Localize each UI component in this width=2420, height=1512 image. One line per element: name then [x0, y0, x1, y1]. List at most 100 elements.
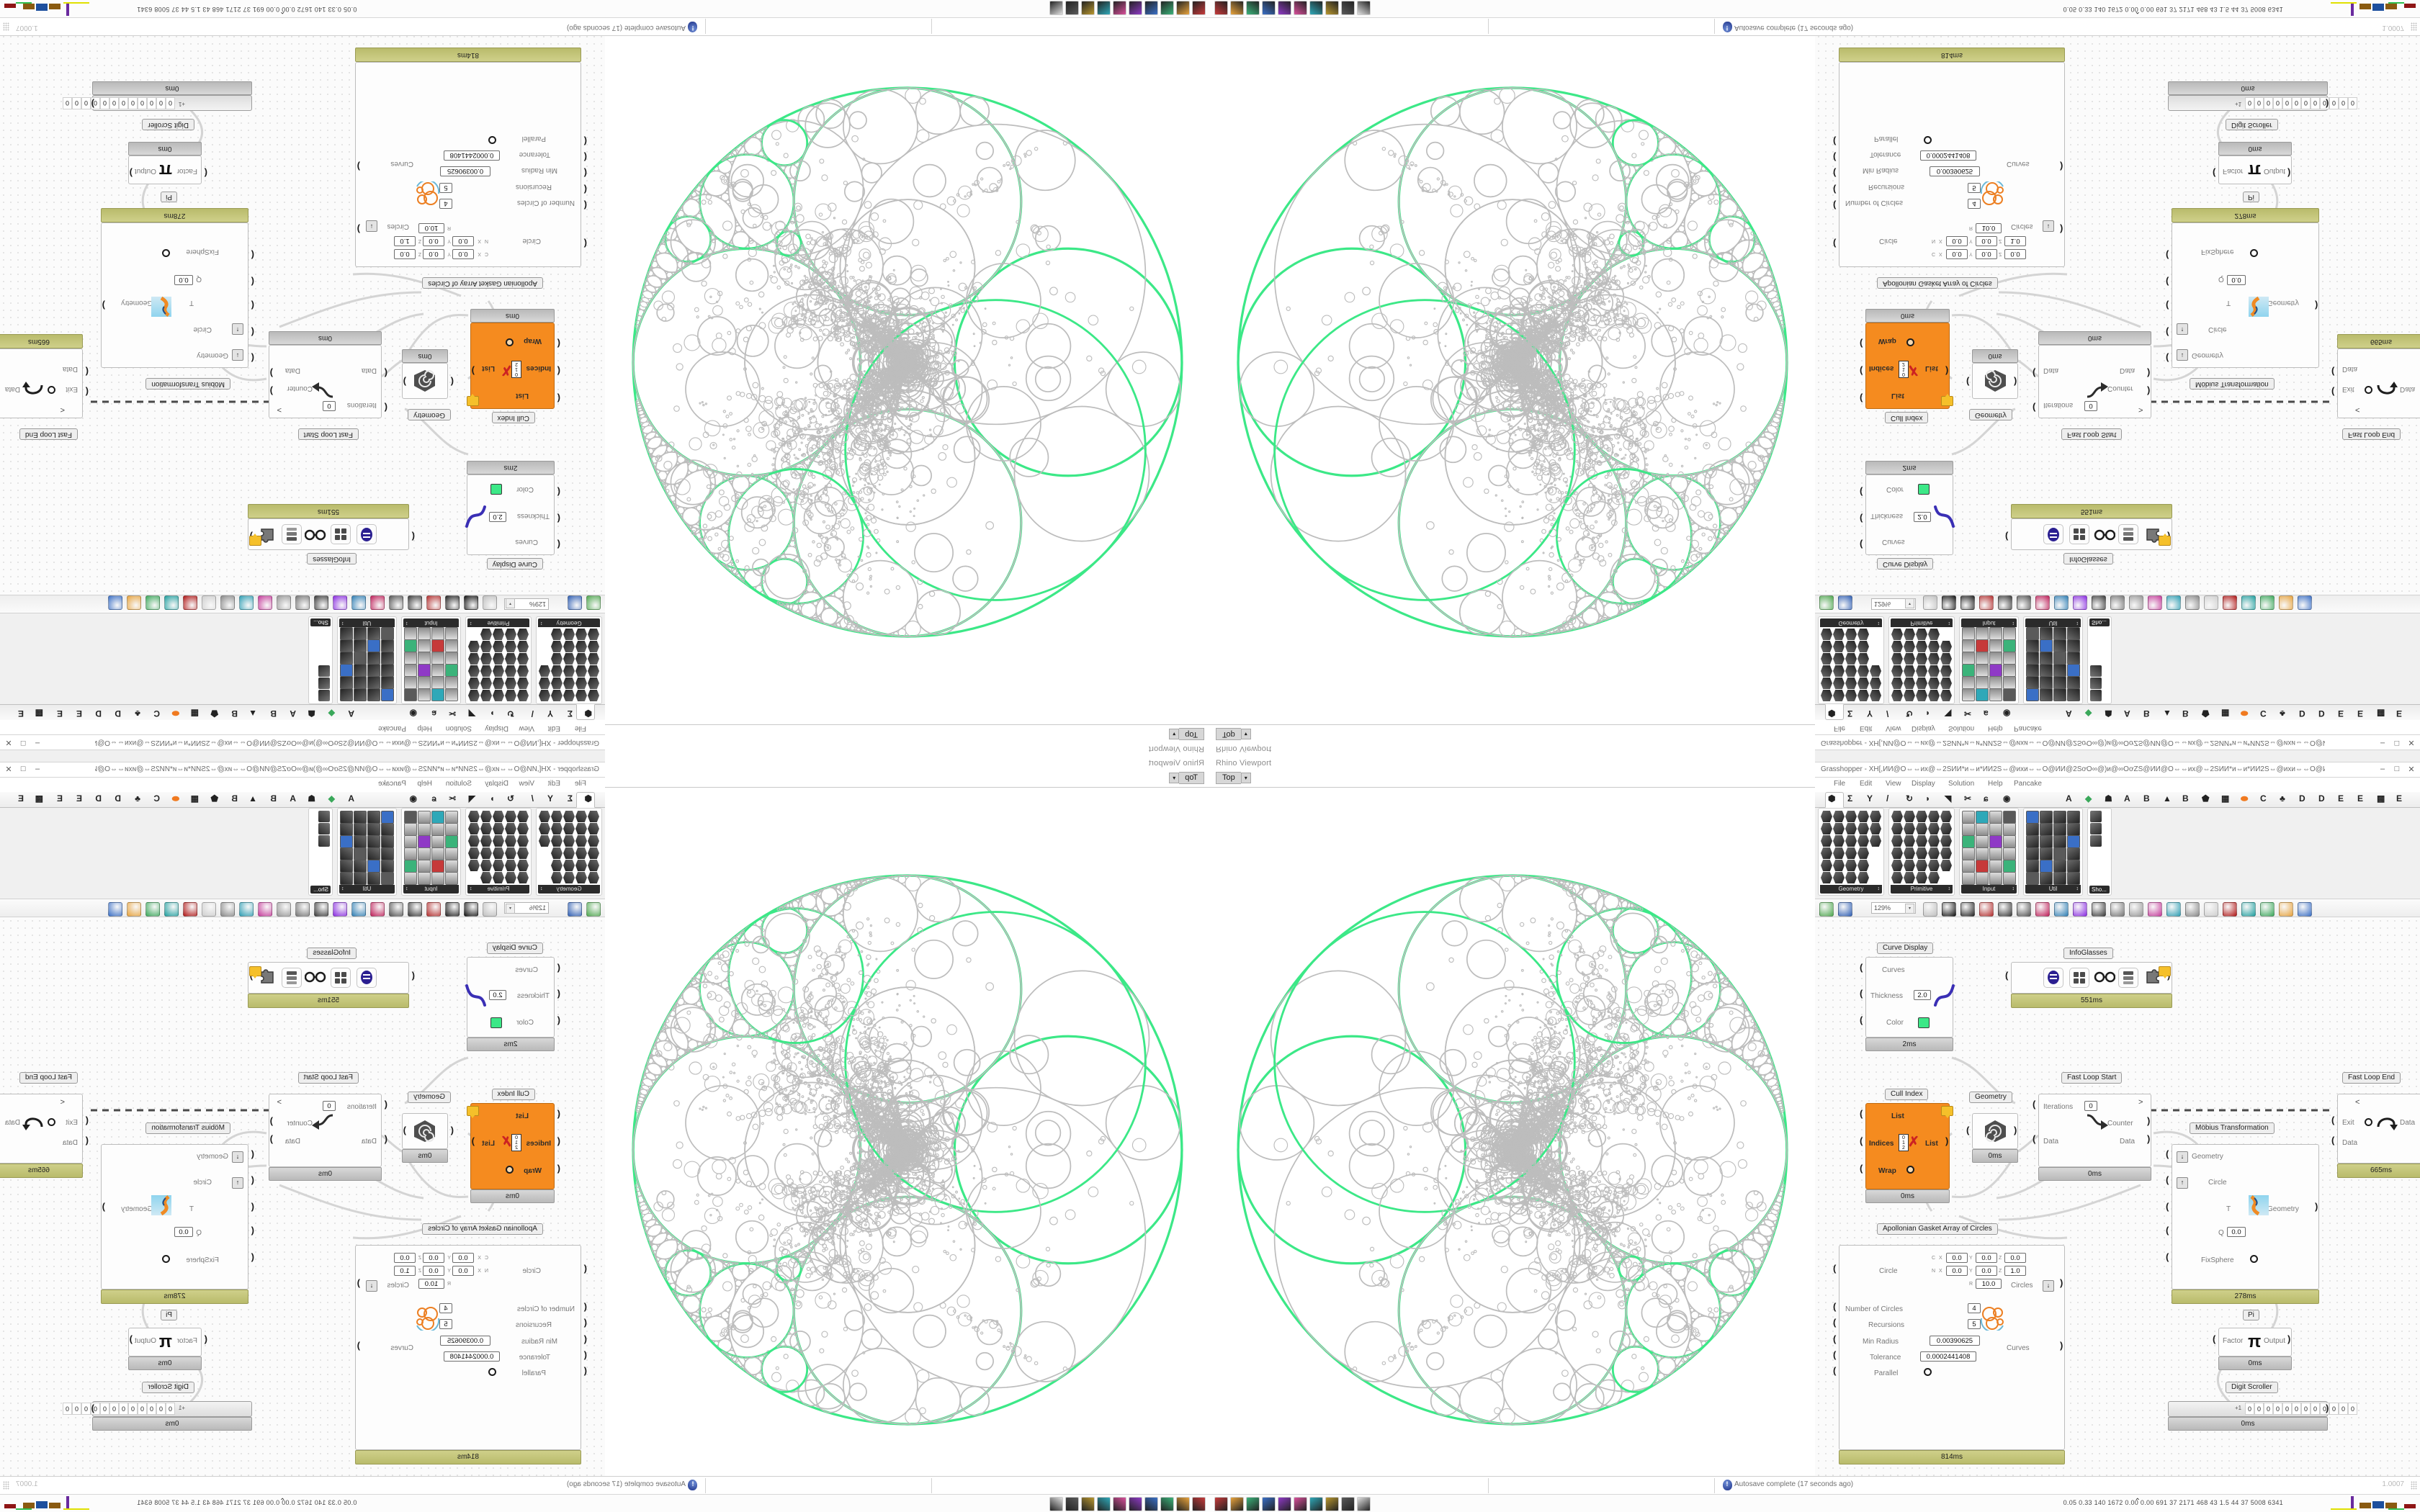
component-icon[interactable] [1833, 653, 1845, 665]
output-port[interactable]: ) [2060, 161, 2063, 172]
component-icon[interactable] [2003, 823, 2016, 836]
toolbar-icon-7[interactable] [2017, 902, 2031, 917]
tab-plugin-12[interactable]: D [2299, 793, 2305, 804]
component-icon[interactable] [1928, 811, 1940, 822]
component-icon[interactable] [2067, 627, 2080, 640]
tab-scissors-icon[interactable]: ✂ [449, 708, 456, 719]
input-port[interactable]: ( [1833, 238, 1836, 249]
component-icon[interactable] [2003, 872, 2016, 885]
toolbar-icon-0[interactable] [1819, 595, 1834, 610]
input-port[interactable]: ( [251, 250, 254, 261]
tab-plugin-13[interactable]: D [95, 793, 102, 804]
geometry-down-arrow-icon[interactable]: ↓ [232, 1151, 243, 1163]
component-icon[interactable] [445, 835, 458, 848]
component-icon[interactable] [2026, 639, 2039, 652]
tab-wye-icon[interactable]: Y [1867, 708, 1873, 719]
component-icon[interactable] [480, 835, 492, 847]
recursions-value[interactable]: 5 [1968, 183, 1981, 193]
component-icon[interactable] [517, 823, 529, 834]
component-icon[interactable] [340, 627, 353, 640]
scroller-digit[interactable]: 0 [100, 97, 109, 109]
chevron-down-icon[interactable]: ▾ [1905, 598, 1914, 608]
tab-plugin-10[interactable]: C [2260, 708, 2267, 719]
tab-plugin-11[interactable]: ♣ [135, 793, 140, 804]
toolbar-icon-18[interactable] [2223, 595, 2237, 610]
scroller-digit[interactable]: 0 [119, 97, 128, 109]
component-icon[interactable] [517, 811, 529, 822]
component-icon[interactable] [588, 690, 599, 701]
input-port[interactable]: ( [1833, 1334, 1836, 1344]
taskbar-app-orange-icon[interactable] [1160, 1, 1174, 15]
viewport-view-name[interactable]: Top [1216, 772, 1241, 784]
component-icon[interactable] [1940, 823, 1952, 834]
component-icon[interactable] [588, 860, 599, 871]
chevron-down-icon[interactable]: ↕ [2076, 885, 2079, 894]
glass-button-1[interactable] [357, 524, 377, 544]
taskbar-app-gray-icon[interactable] [1097, 1, 1111, 15]
output-port[interactable]: ) [403, 377, 406, 387]
component-icon[interactable] [480, 847, 492, 859]
component-icon[interactable] [1916, 872, 1927, 883]
component-icon[interactable] [563, 665, 575, 677]
scroller-digit[interactable]: 0 [2254, 97, 2264, 109]
taskbar-tray[interactable] [1214, 1, 1371, 15]
component-icon[interactable] [1904, 847, 1915, 859]
component-icon[interactable] [1833, 629, 1845, 640]
input-port[interactable]: ( [1860, 989, 1863, 998]
component-icon[interactable] [445, 872, 458, 885]
component-icon[interactable] [517, 665, 529, 677]
palette-geometry[interactable]: Geometry ↕ [536, 808, 602, 896]
chevron-down-icon[interactable]: ↕ [540, 885, 543, 894]
taskbar-app-purple-icon[interactable] [1049, 1, 1063, 15]
input-port[interactable]: ( [2166, 1225, 2169, 1235]
taskbar-app-orange2-icon[interactable] [1341, 1, 1355, 15]
fixsphere-toggle[interactable] [162, 249, 170, 257]
tab-teardrop-icon[interactable]: ◗ [490, 793, 495, 804]
tab-scissors-icon[interactable]: ✂ [1964, 708, 1971, 719]
component-icon[interactable] [340, 860, 353, 873]
taskbar-app-black-icon[interactable] [1144, 1497, 1158, 1511]
component-body[interactable]: Factor Output π ( ) [128, 1328, 207, 1356]
component-icon[interactable] [340, 688, 353, 701]
component-icon[interactable] [318, 811, 330, 822]
component-icon[interactable] [468, 811, 480, 822]
component-icon[interactable] [563, 678, 575, 689]
component-icon[interactable] [367, 676, 380, 689]
component-icon[interactable] [354, 823, 367, 836]
component-icon[interactable] [551, 823, 563, 834]
component-icon[interactable] [1845, 872, 1857, 883]
tab-plugin-4[interactable]: B [270, 793, 277, 804]
component-body[interactable]: Curves Thickness 2.0 Color ( ( ( [1860, 957, 1955, 1038]
toolbar-icon-12[interactable] [295, 902, 310, 917]
menu-item-pancake[interactable]: Pancake [378, 780, 406, 788]
component-icon[interactable] [468, 641, 480, 652]
tab-selected-indicator[interactable] [1825, 792, 1844, 808]
output-port[interactable]: ) [2014, 1125, 2017, 1135]
input-port[interactable]: ( [2331, 1115, 2334, 1125]
input-port[interactable]: ( [584, 238, 587, 249]
component-icon[interactable] [563, 629, 575, 640]
component-icon[interactable] [2026, 835, 2039, 848]
palette-extra[interactable]: Sho... [2087, 616, 2112, 704]
taskbar-app-green-icon[interactable] [1214, 1, 1228, 15]
taskbar-app-black-icon[interactable] [1262, 1497, 1276, 1511]
component-icon[interactable] [1870, 690, 1881, 701]
toolbar-icon-6[interactable] [1998, 595, 2012, 610]
component-icon[interactable] [1833, 690, 1845, 701]
glass-button-2[interactable] [331, 524, 351, 544]
input-port[interactable]: ( [1833, 200, 1836, 211]
tab-eye-icon[interactable]: ◉ [410, 708, 417, 719]
tab-plugin-6[interactable]: B [2182, 793, 2189, 804]
component-icon[interactable] [1821, 835, 1832, 847]
component-icon[interactable] [2053, 847, 2066, 860]
component-icon[interactable] [2040, 835, 2053, 848]
output-port[interactable]: ) [130, 168, 133, 179]
component-icon[interactable] [505, 690, 516, 701]
tab-plugin-0[interactable]: A [2066, 708, 2072, 719]
scroller-digit[interactable]: 0 [72, 97, 81, 109]
component-icon[interactable] [381, 847, 394, 860]
component-icon[interactable] [480, 653, 492, 665]
